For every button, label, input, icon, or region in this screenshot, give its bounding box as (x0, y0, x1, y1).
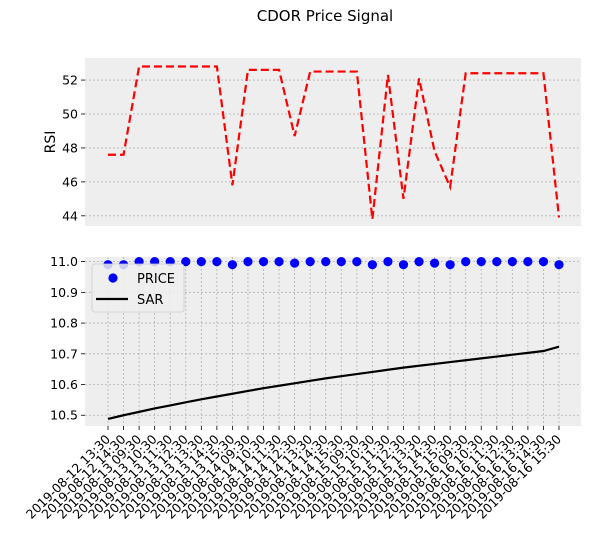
rsi-y-tick-label: 44 (62, 208, 78, 223)
price-y-tick-label: 10.6 (50, 377, 78, 392)
price-y-tick-label: 10.9 (50, 285, 78, 300)
price-point (321, 257, 331, 267)
price-point (414, 257, 424, 267)
rsi-line (108, 65, 561, 220)
price-point (383, 257, 393, 267)
price-point (274, 257, 284, 267)
price-point (476, 257, 486, 267)
rsi-axes: 44 46 48 50 52 RSI (43, 58, 581, 226)
rsi-y-tick-label: 52 (62, 73, 78, 88)
price-point (243, 257, 253, 267)
price-point (538, 257, 549, 267)
price-point (212, 257, 222, 267)
rsi-plot-area (85, 58, 581, 226)
sar-line (107, 345, 560, 421)
price-point (227, 260, 238, 270)
price-legend: PRICE SAR (91, 263, 185, 313)
rsi-y-axis-label: RSI (43, 131, 59, 154)
price-axes: 10.5 10.6 10.7 10.8 10.9 11.0 2019-08-12 13:3… (23, 254, 581, 522)
price-y-tick-label: 10.5 (50, 408, 78, 423)
price-point (181, 257, 191, 267)
price-y-tick-label: 11.0 (50, 254, 78, 269)
rsi-y-ticks: 44 46 48 50 52 (62, 73, 85, 223)
price-point (196, 257, 206, 267)
price-point (352, 257, 362, 267)
legend-sar-label: SAR (137, 293, 163, 308)
price-point (367, 260, 377, 270)
price-y-tick-label: 10.7 (50, 346, 78, 361)
price-point (429, 258, 440, 268)
rsi-series (108, 65, 561, 220)
price-point (290, 258, 300, 268)
legend-price-label: PRICE (137, 272, 175, 287)
price-point (492, 257, 502, 267)
price-point (336, 257, 346, 267)
price-point (507, 257, 517, 267)
price-point (461, 257, 471, 267)
price-point (554, 260, 564, 270)
price-y-ticks: 10.5 10.6 10.7 10.8 10.9 11.0 (50, 254, 85, 423)
rsi-grid (85, 79, 581, 217)
price-y-tick-label: 10.8 (50, 316, 78, 331)
price-point (258, 257, 269, 267)
price-point (398, 260, 409, 270)
price-point (523, 257, 533, 267)
figure-title: CDOR Price Signal (257, 7, 393, 25)
rsi-y-tick-label: 50 (62, 107, 78, 122)
price-point (445, 260, 455, 270)
legend-price-marker (108, 273, 118, 283)
rsi-y-tick-label: 46 (62, 174, 78, 189)
rsi-y-tick-label: 48 (62, 140, 78, 155)
price-point (305, 257, 315, 267)
